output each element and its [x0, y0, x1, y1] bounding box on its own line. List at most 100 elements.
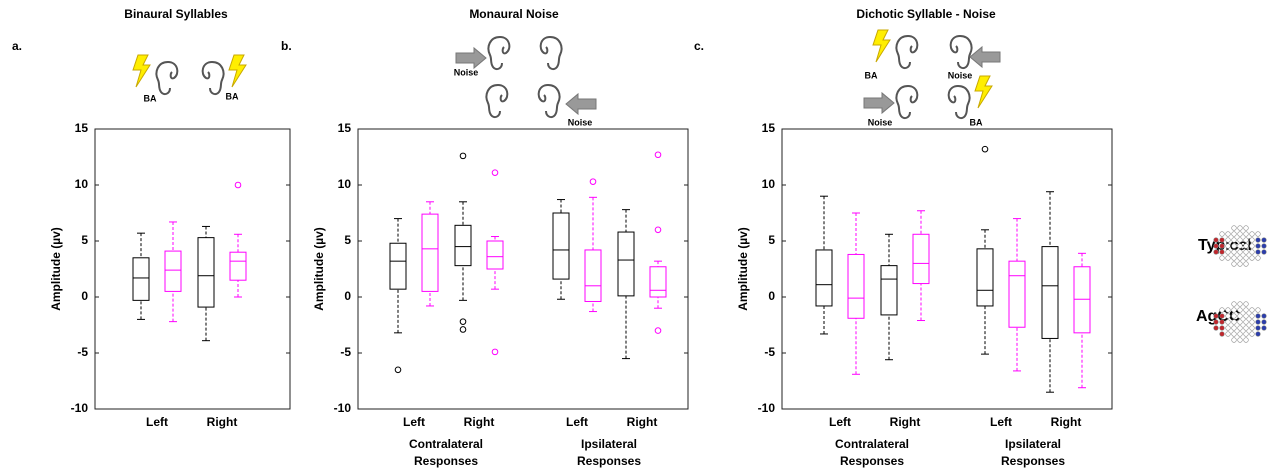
electrode — [1225, 255, 1231, 261]
outlier — [394, 366, 402, 374]
box — [421, 213, 439, 292]
electrode — [1213, 325, 1219, 331]
electrode — [1237, 313, 1243, 319]
y-tick-label: -5 — [77, 345, 88, 359]
icon-label: BA — [970, 117, 983, 127]
y-tick-label: 0 — [81, 289, 88, 303]
icon-ear — [155, 61, 179, 96]
box — [584, 249, 602, 302]
y-tick-label: 15 — [338, 121, 352, 135]
electrode — [1237, 225, 1243, 231]
outlier — [654, 151, 662, 159]
outlier — [459, 152, 467, 160]
electrode — [1249, 237, 1255, 243]
x-tick-label: Left — [829, 415, 851, 429]
box — [847, 253, 865, 319]
y-tick-label: 0 — [768, 289, 775, 303]
y-tick-label: 10 — [338, 177, 352, 191]
outlier — [459, 318, 467, 325]
electrode — [1249, 331, 1255, 337]
electrode — [1237, 237, 1243, 243]
electrode — [1231, 319, 1237, 325]
icon-arrow — [863, 92, 895, 114]
electrode — [1231, 225, 1237, 231]
electrode — [1237, 255, 1243, 261]
plot-frame — [781, 128, 1113, 410]
electrode — [1231, 243, 1237, 249]
icon-ear — [947, 85, 971, 120]
box — [454, 224, 472, 267]
x-tick-label: Right — [207, 415, 238, 429]
electrode — [1237, 301, 1243, 307]
electrode — [1231, 237, 1237, 243]
icon-ear — [949, 35, 973, 70]
electrode — [1243, 337, 1249, 343]
electrode — [1249, 255, 1255, 261]
electrode — [1243, 261, 1249, 267]
electrode — [1237, 231, 1243, 237]
electrode — [1261, 243, 1267, 249]
y-tick-label: -5 — [340, 345, 351, 359]
box — [197, 237, 215, 308]
electrode — [1231, 301, 1237, 307]
y-tick-label: -10 — [758, 401, 776, 415]
y-tick-label: 10 — [762, 177, 776, 191]
electrode — [1243, 331, 1249, 337]
y-tick-label: 5 — [768, 233, 775, 247]
icon-ear — [539, 36, 563, 71]
y-tick-label: -5 — [764, 345, 775, 359]
icon-arrow — [565, 93, 597, 115]
electrode — [1231, 331, 1237, 337]
group-label: Responses — [840, 454, 904, 468]
group-label: Responses — [577, 454, 641, 468]
electrode — [1237, 331, 1243, 337]
icon-arrow — [969, 46, 1001, 68]
electrode — [1225, 231, 1231, 237]
electrode — [1237, 307, 1243, 313]
electrode — [1237, 261, 1243, 267]
icon-bolt — [132, 54, 151, 88]
electrode — [1255, 331, 1261, 337]
electrode — [1213, 243, 1219, 249]
icon-ear — [201, 61, 225, 96]
box — [880, 265, 898, 316]
panel-label: b. — [281, 39, 292, 53]
electrode — [1249, 249, 1255, 255]
electrode — [1213, 313, 1219, 319]
y-tick-label: 15 — [75, 121, 89, 135]
electrode — [1225, 319, 1231, 325]
electrode — [1249, 319, 1255, 325]
y-tick-label: 10 — [75, 177, 89, 191]
icon-ear — [485, 84, 509, 119]
electrode — [1219, 319, 1225, 325]
box — [486, 240, 504, 270]
outlier — [589, 178, 597, 185]
electrode — [1219, 331, 1225, 337]
x-tick-label: Left — [146, 415, 168, 429]
icon-label: BA — [144, 93, 157, 103]
electrode — [1219, 313, 1225, 319]
y-tick-label: -10 — [334, 401, 352, 415]
chart-title: Dichotic Syllable - Noise — [856, 7, 996, 21]
group-label: Responses — [1001, 454, 1065, 468]
y-tick-label: 0 — [344, 289, 351, 303]
electrode — [1219, 307, 1225, 313]
icon-ear — [487, 36, 511, 71]
y-tick-label: 5 — [81, 233, 88, 247]
box — [649, 266, 667, 298]
legend-icons — [1213, 225, 1267, 343]
electrode — [1225, 249, 1231, 255]
outlier — [459, 326, 467, 333]
electrode — [1255, 319, 1261, 325]
icon-label: Noise — [948, 70, 973, 80]
icon-ear — [895, 35, 919, 70]
outlier — [491, 348, 499, 356]
y-axis-label: Amplitude (µv) — [312, 227, 326, 311]
x-tick-label: Right — [1051, 415, 1082, 429]
box — [617, 231, 635, 297]
chart-title: Monaural Noise — [469, 7, 559, 21]
y-axis-label: Amplitude (µv) — [736, 227, 750, 311]
electrode — [1243, 325, 1249, 331]
group-label: Ipsilateral — [581, 437, 637, 451]
